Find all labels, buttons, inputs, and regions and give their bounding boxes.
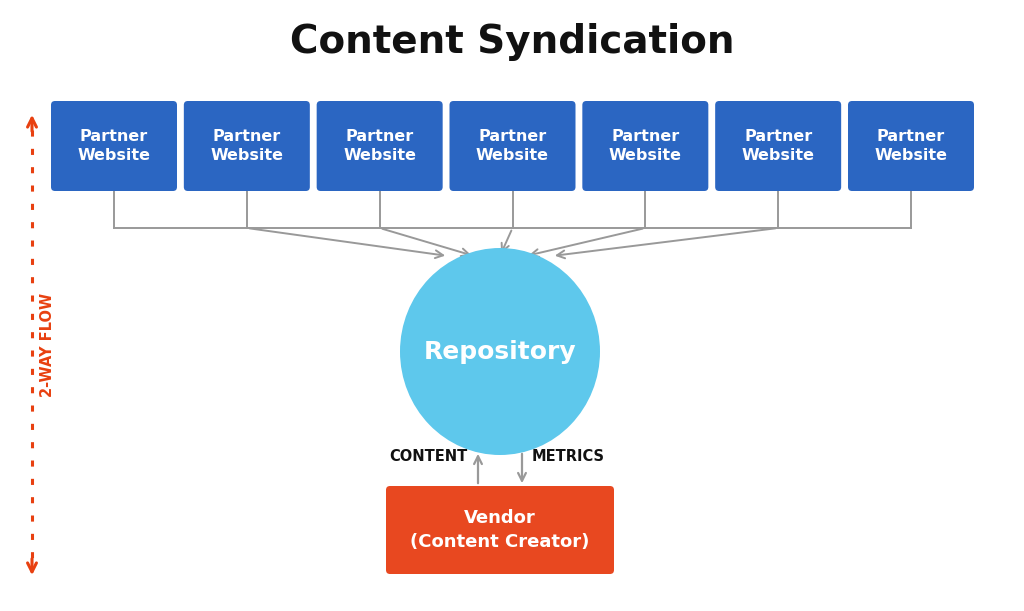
- FancyBboxPatch shape: [51, 101, 177, 191]
- Text: 2-WAY FLOW: 2-WAY FLOW: [41, 293, 55, 397]
- FancyBboxPatch shape: [316, 101, 442, 191]
- Ellipse shape: [400, 248, 600, 455]
- FancyBboxPatch shape: [848, 101, 974, 191]
- Text: Content Syndication: Content Syndication: [290, 23, 734, 61]
- FancyBboxPatch shape: [583, 101, 709, 191]
- Text: Partner
Website: Partner Website: [609, 128, 682, 163]
- Text: Partner
Website: Partner Website: [343, 128, 416, 163]
- Text: Partner
Website: Partner Website: [874, 128, 947, 163]
- Text: Partner
Website: Partner Website: [78, 128, 151, 163]
- Text: CONTENT: CONTENT: [390, 449, 468, 464]
- Text: Partner
Website: Partner Website: [476, 128, 549, 163]
- Text: METRICS: METRICS: [532, 449, 605, 464]
- FancyBboxPatch shape: [715, 101, 841, 191]
- FancyBboxPatch shape: [386, 486, 614, 574]
- Text: Vendor
(Content Creator): Vendor (Content Creator): [411, 509, 590, 551]
- FancyBboxPatch shape: [184, 101, 310, 191]
- Text: Partner
Website: Partner Website: [741, 128, 815, 163]
- Text: Repository: Repository: [424, 340, 577, 364]
- Text: Partner
Website: Partner Website: [210, 128, 284, 163]
- FancyBboxPatch shape: [450, 101, 575, 191]
